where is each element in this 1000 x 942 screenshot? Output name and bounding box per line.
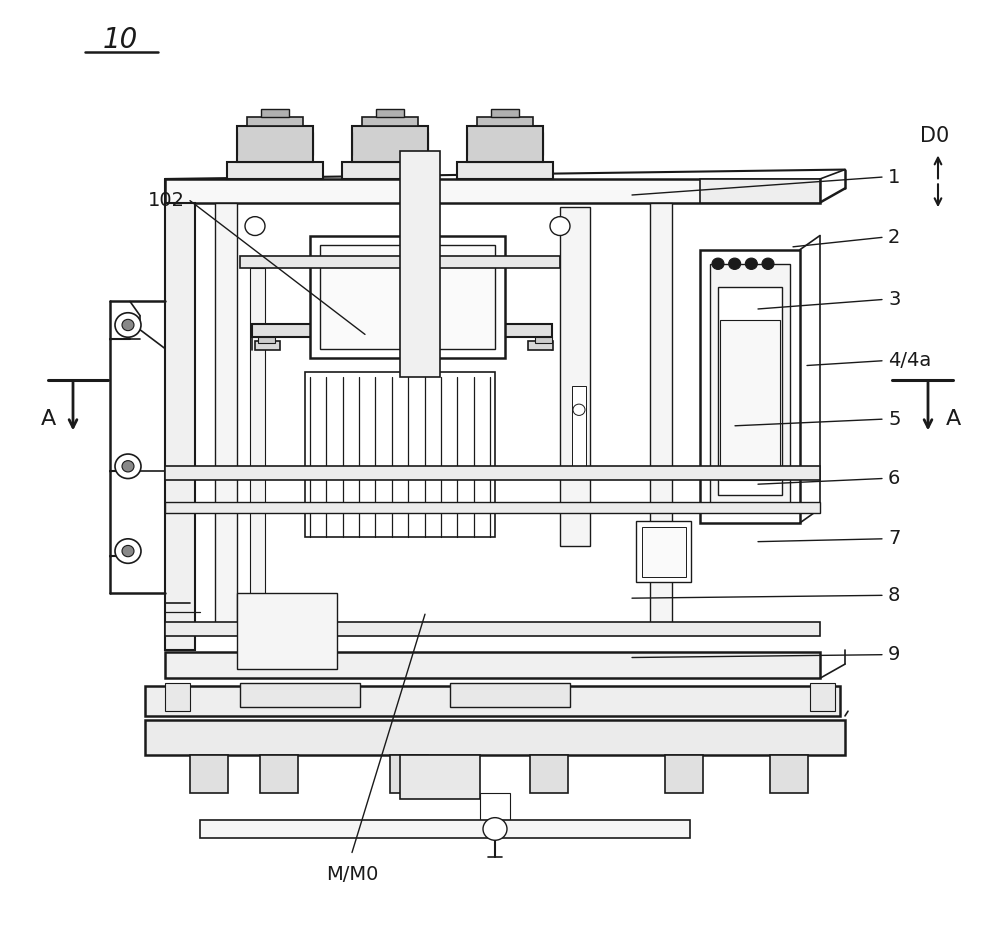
Text: 2: 2: [888, 228, 900, 247]
Bar: [320, 245, 495, 349]
Bar: [227, 162, 323, 179]
Bar: [700, 250, 800, 523]
Text: A: A: [40, 409, 56, 430]
Circle shape: [122, 461, 134, 472]
Bar: [240, 256, 560, 268]
Bar: [457, 162, 553, 179]
Bar: [310, 236, 505, 358]
Bar: [650, 203, 672, 626]
Text: M/M0: M/M0: [326, 865, 378, 884]
Bar: [215, 203, 237, 626]
Circle shape: [550, 217, 570, 236]
Circle shape: [712, 258, 724, 269]
Bar: [165, 622, 820, 636]
Circle shape: [115, 313, 141, 337]
Text: D0: D0: [920, 126, 950, 146]
Circle shape: [483, 818, 507, 840]
Text: 6: 6: [888, 469, 900, 488]
Circle shape: [573, 404, 585, 415]
Bar: [480, 793, 510, 820]
Bar: [247, 117, 303, 126]
Bar: [477, 117, 533, 126]
Bar: [165, 466, 820, 480]
Bar: [258, 337, 275, 343]
Bar: [710, 264, 790, 509]
Bar: [530, 755, 568, 793]
Bar: [237, 593, 337, 669]
Bar: [362, 117, 418, 126]
Text: 5: 5: [888, 410, 900, 429]
Circle shape: [762, 258, 774, 269]
Text: 4/4a: 4/4a: [888, 351, 931, 370]
Circle shape: [245, 217, 265, 236]
Bar: [190, 755, 228, 793]
Circle shape: [729, 258, 741, 269]
Bar: [528, 341, 553, 350]
Circle shape: [745, 258, 757, 269]
Bar: [665, 755, 703, 793]
Bar: [165, 203, 195, 650]
Text: 10: 10: [102, 25, 138, 54]
Text: 7: 7: [888, 529, 900, 548]
Text: 8: 8: [888, 586, 900, 605]
Bar: [535, 337, 552, 343]
Bar: [250, 268, 265, 626]
Bar: [261, 109, 289, 117]
Bar: [240, 683, 360, 706]
Circle shape: [115, 539, 141, 563]
Bar: [165, 683, 190, 711]
Text: 102: 102: [148, 191, 185, 210]
Bar: [237, 126, 313, 162]
Bar: [342, 162, 438, 179]
Bar: [400, 755, 480, 799]
Bar: [642, 527, 686, 577]
Circle shape: [122, 319, 134, 331]
Bar: [720, 320, 780, 480]
Text: 1: 1: [888, 168, 900, 187]
Bar: [718, 287, 782, 495]
Bar: [400, 151, 440, 377]
Bar: [700, 179, 820, 203]
Bar: [165, 179, 820, 203]
Bar: [352, 126, 428, 162]
Bar: [770, 755, 808, 793]
Bar: [810, 683, 835, 711]
Bar: [252, 324, 552, 337]
Bar: [467, 126, 543, 162]
Circle shape: [115, 454, 141, 479]
Bar: [200, 820, 690, 838]
Bar: [255, 341, 280, 350]
Bar: [390, 755, 428, 793]
Circle shape: [122, 545, 134, 557]
Bar: [560, 207, 590, 546]
Bar: [145, 720, 845, 755]
Bar: [491, 109, 519, 117]
Text: A: A: [945, 409, 961, 430]
Bar: [376, 109, 404, 117]
Text: 3: 3: [888, 290, 900, 309]
Bar: [165, 652, 820, 678]
Bar: [450, 683, 570, 706]
Bar: [572, 386, 586, 471]
Text: 9: 9: [888, 645, 900, 664]
Bar: [145, 686, 840, 716]
Bar: [165, 502, 820, 513]
Bar: [260, 755, 298, 793]
Bar: [305, 372, 495, 537]
Bar: [636, 521, 691, 582]
